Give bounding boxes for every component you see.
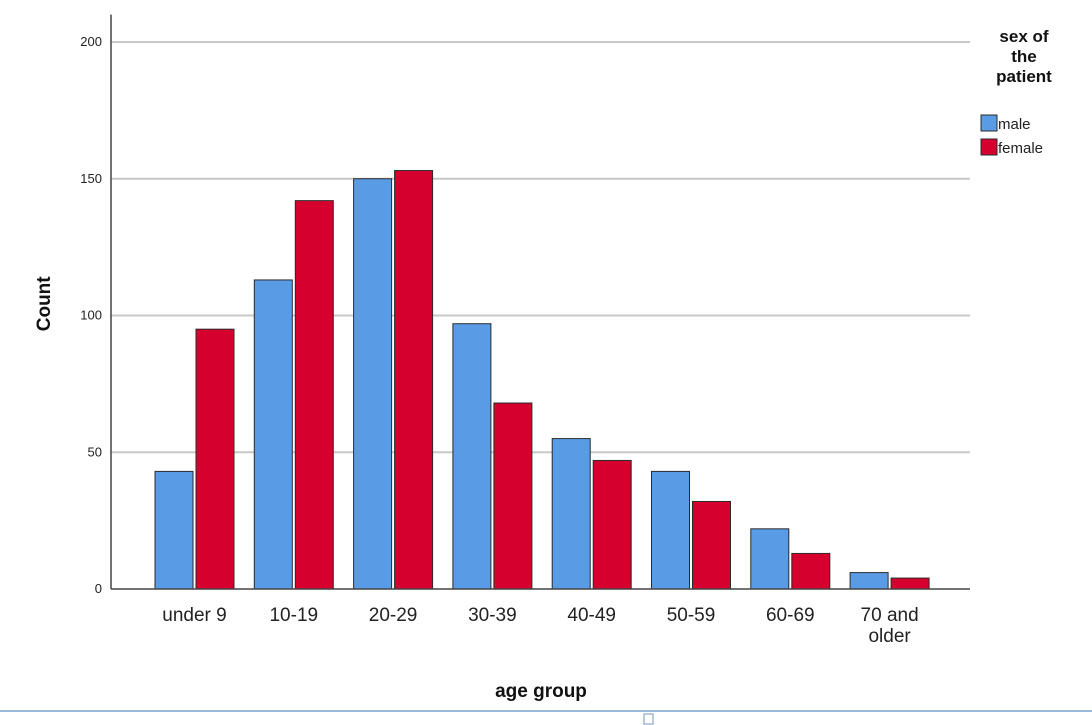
x-tick-labels: under 9 10-19 20-29 30-39 40-49 50-59 60-69 70 … [162,605,918,647]
bar-female [791,552,831,590]
gridlines [111,41,970,454]
bar-male [452,323,492,590]
y-tick-label: 0 [95,581,102,596]
x-tick-label: under 9 [162,605,226,626]
x-tick-label: 70 and older [861,605,919,647]
y-tick-label: 200 [80,34,102,49]
y-tick-label: 100 [80,308,102,323]
y-tick-label: 150 [80,171,102,186]
bar-female [195,328,235,590]
x-tick-label: 30-39 [468,605,517,626]
bar-male [551,438,591,590]
bar-female [493,402,533,590]
y-axis-title: Count [34,276,55,332]
x-tick-label: 10-19 [269,605,318,626]
x-tick-label: 50-59 [667,605,716,626]
y-tick-labels: 0 50 100 150 200 [80,34,102,596]
bar-male [154,470,194,590]
bar-female [294,200,334,590]
bars [154,170,930,590]
resize-handle-icon[interactable] [643,713,654,725]
legend-items: male female [980,114,1043,157]
bar-female [394,170,434,590]
bar-male [353,178,393,590]
x-tick-label: 60-69 [766,605,815,626]
bar-female [890,577,930,590]
legend-swatch-male [980,114,998,132]
legend-title: sex of the patient [996,27,1052,86]
bar-male [750,528,790,590]
bar-female [692,500,731,590]
bar-male [849,572,889,590]
legend-swatch-female [980,138,998,156]
axes [110,14,970,590]
y-tick-label: 50 [88,444,102,459]
legend-label-female: female [998,140,1043,157]
legend: sex of the patient male female [980,27,1052,157]
x-axis-title: age group [495,681,587,702]
x-tick-label: 20-29 [369,605,418,626]
legend-label-male: male [998,116,1031,133]
bar-male [651,470,690,590]
bar-female [592,459,632,590]
bar-male [253,279,293,590]
x-tick-label: 40-49 [567,605,616,626]
